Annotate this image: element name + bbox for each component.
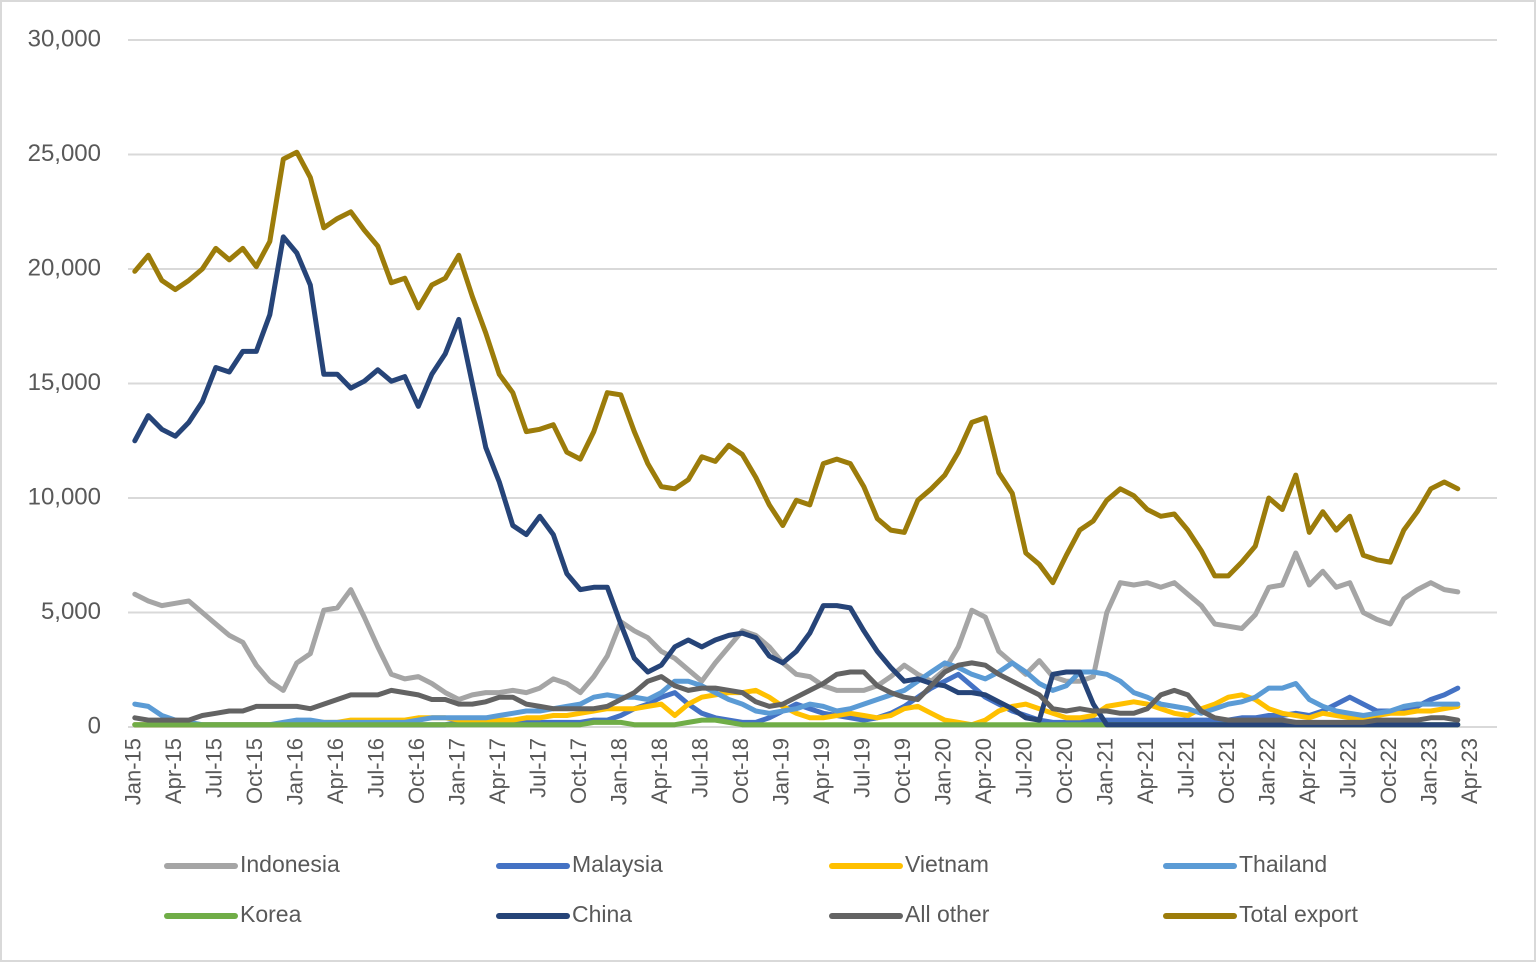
x-tick-label: Jan-18 (607, 738, 632, 805)
legend-label: Indonesia (240, 851, 340, 877)
x-tick-label: Jan-20 (931, 738, 956, 805)
y-tick-label: 15,000 (28, 369, 101, 396)
legend-label: Thailand (1239, 851, 1327, 877)
x-tick-label: Jul-16 (364, 738, 389, 798)
y-tick-label: 5,000 (41, 598, 101, 625)
x-tick-label: Oct-15 (242, 738, 267, 804)
x-tick-label: Oct-16 (404, 738, 429, 804)
x-tick-label: Apr-23 (1457, 738, 1482, 804)
x-tick-label: Apr-22 (1295, 738, 1320, 804)
legend-label: Total export (1239, 901, 1359, 927)
legend-label: All other (905, 901, 990, 927)
x-tick-label: Apr-20 (971, 738, 996, 804)
series-line (132, 660, 1461, 725)
x-tick-label: Jan-17 (445, 738, 470, 805)
x-tick-label: Jul-15 (202, 738, 227, 798)
x-tick-label: Jan-15 (121, 738, 146, 805)
legend-label: Vietnam (905, 851, 989, 877)
x-tick-label: Oct-19 (890, 738, 915, 804)
x-tick-label: Jul-17 (526, 738, 551, 798)
x-tick-label: Apr-17 (485, 738, 510, 804)
y-tick-label: 30,000 (28, 25, 101, 52)
y-tick-label: 20,000 (28, 254, 101, 281)
series-line (132, 149, 1461, 586)
x-tick-label: Apr-16 (323, 738, 348, 804)
x-tick-label: Apr-18 (647, 738, 672, 804)
series-line (132, 234, 1461, 728)
x-tick-label: Jan-16 (283, 738, 308, 805)
x-tick-label: Jan-23 (1417, 738, 1442, 805)
x-tick-label: Apr-21 (1133, 738, 1158, 804)
x-tick-label: Jul-18 (688, 738, 713, 798)
x-tick-label: Jul-22 (1336, 738, 1361, 798)
x-tick-label: Jan-22 (1255, 738, 1280, 805)
x-tick-label: Apr-19 (809, 738, 834, 804)
legend-label: Malaysia (572, 851, 663, 877)
x-tick-label: Oct-17 (566, 738, 591, 804)
x-tick-label: Apr-15 (161, 738, 186, 804)
x-tick-label: Oct-21 (1214, 738, 1239, 804)
legend-label: China (572, 901, 632, 927)
x-tick-label: Jan-21 (1093, 738, 1118, 805)
y-tick-label: 10,000 (28, 483, 101, 510)
x-tick-label: Jan-19 (769, 738, 794, 805)
series-line (132, 550, 1461, 702)
x-tick-label: Jul-20 (1012, 738, 1037, 798)
x-tick-label: Oct-18 (728, 738, 753, 804)
x-tick-label: Oct-22 (1376, 738, 1401, 804)
x-tick-label: Jul-21 (1174, 738, 1199, 798)
legend-label: Korea (240, 901, 302, 927)
x-tick-label: Oct-20 (1052, 738, 1077, 804)
y-tick-label: 25,000 (28, 140, 101, 167)
x-tick-label: Jul-19 (850, 738, 875, 798)
y-tick-label: 0 (88, 712, 101, 739)
